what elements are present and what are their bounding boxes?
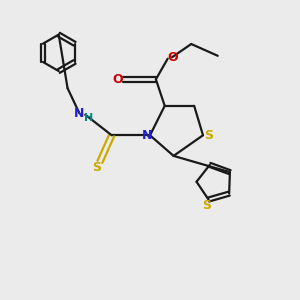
Text: O: O	[112, 73, 123, 86]
Text: O: O	[168, 51, 178, 64]
Text: N: N	[74, 107, 84, 120]
Text: S: S	[202, 199, 211, 212]
Text: S: S	[92, 161, 101, 174]
Text: S: S	[204, 129, 213, 142]
Text: H: H	[84, 112, 93, 123]
Text: N: N	[142, 129, 152, 142]
